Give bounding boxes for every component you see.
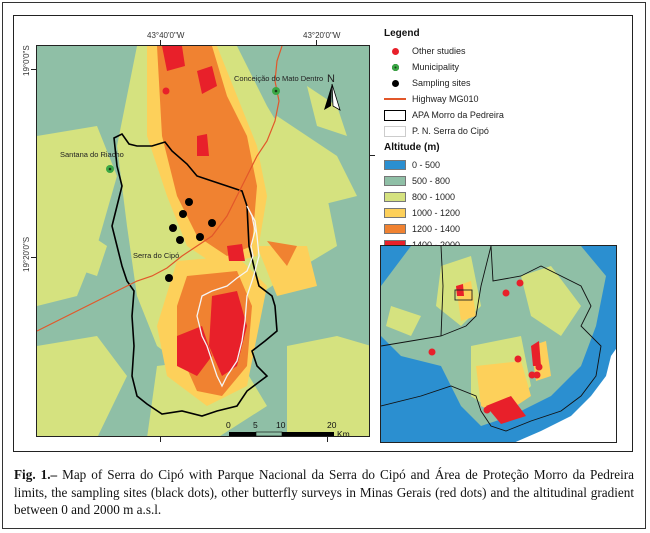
north-arrow-icon: N (327, 73, 335, 85)
latitude-label-19-20: 19°20'0"S (22, 236, 31, 272)
tick (327, 437, 328, 442)
tick (31, 257, 36, 258)
altitude-class-2: 800 - 1000 (384, 189, 624, 205)
highway-line-icon (384, 98, 406, 100)
elevation-raster (37, 46, 369, 436)
legend-item-sampling-sites: Sampling sites (384, 75, 624, 91)
longitude-label-43-20: 43°20'0"W (303, 31, 341, 40)
legend-item-highway: Highway MG010 (384, 91, 624, 107)
pn-boundary-icon (384, 125, 406, 137)
swatch-icon (384, 160, 406, 170)
altitude-class-3: 1000 - 1200 (384, 205, 624, 221)
label-serra-do-cipo: Serra do Cipó (133, 251, 180, 260)
latitude-label-19-0: 19°0'0"S (22, 45, 31, 76)
scale-tick-5: 5 (253, 420, 258, 430)
swatch-icon (384, 208, 406, 218)
figure-caption: Fig. 1.– Map of Serra do Cipó with Parqu… (14, 466, 634, 519)
altitude-class-1: 500 - 800 (384, 173, 624, 189)
legend-item-municipality: Municipality (384, 59, 624, 75)
caption-label: Fig. 1.– (14, 467, 58, 482)
tick (31, 69, 36, 70)
label-santana-do-riacho: Santana do Riacho (60, 150, 124, 159)
longitude-label-43-40: 43°40'0"W (147, 31, 185, 40)
tick (160, 40, 161, 45)
legend-item-pn: P. N. Serra do Cipó (384, 123, 624, 139)
scale-unit: Km (337, 429, 350, 437)
apa-boundary-icon (384, 109, 406, 121)
swatch-icon (384, 224, 406, 234)
inset-map-minas-gerais (380, 245, 617, 443)
legend-item-other-studies: Other studies (384, 43, 624, 59)
altitude-class-0: 0 - 500 (384, 157, 624, 173)
caption-text: Map of Serra do Cipó with Parque Naciona… (14, 467, 634, 517)
scale-tick-10: 10 (276, 420, 286, 430)
tick (370, 155, 375, 156)
altitude-title: Altitude (m) (384, 142, 440, 153)
inset-elevation-raster (381, 246, 616, 442)
tick (160, 437, 161, 442)
main-elevation-map: Conceição do Mato Dentro Santana do Riac… (36, 45, 370, 437)
swatch-icon (384, 176, 406, 186)
map-legend: Legend Other studies Municipality Sampli… (384, 28, 624, 253)
altitude-class-4: 1200 - 1400 (384, 221, 624, 237)
red-dot-icon (391, 47, 399, 55)
swatch-icon (384, 192, 406, 202)
legend-title: Legend (384, 28, 420, 39)
legend-item-apa: APA Morro da Pedreira (384, 107, 624, 123)
black-dot-icon (391, 79, 399, 87)
scale-tick-0: 0 (226, 420, 231, 430)
tick (316, 40, 317, 45)
municipality-dot-icon (391, 63, 399, 71)
label-conceicao-do-mato-dentro: Conceição do Mato Dentro (234, 74, 324, 83)
scale-tick-20: 20 (327, 420, 337, 430)
